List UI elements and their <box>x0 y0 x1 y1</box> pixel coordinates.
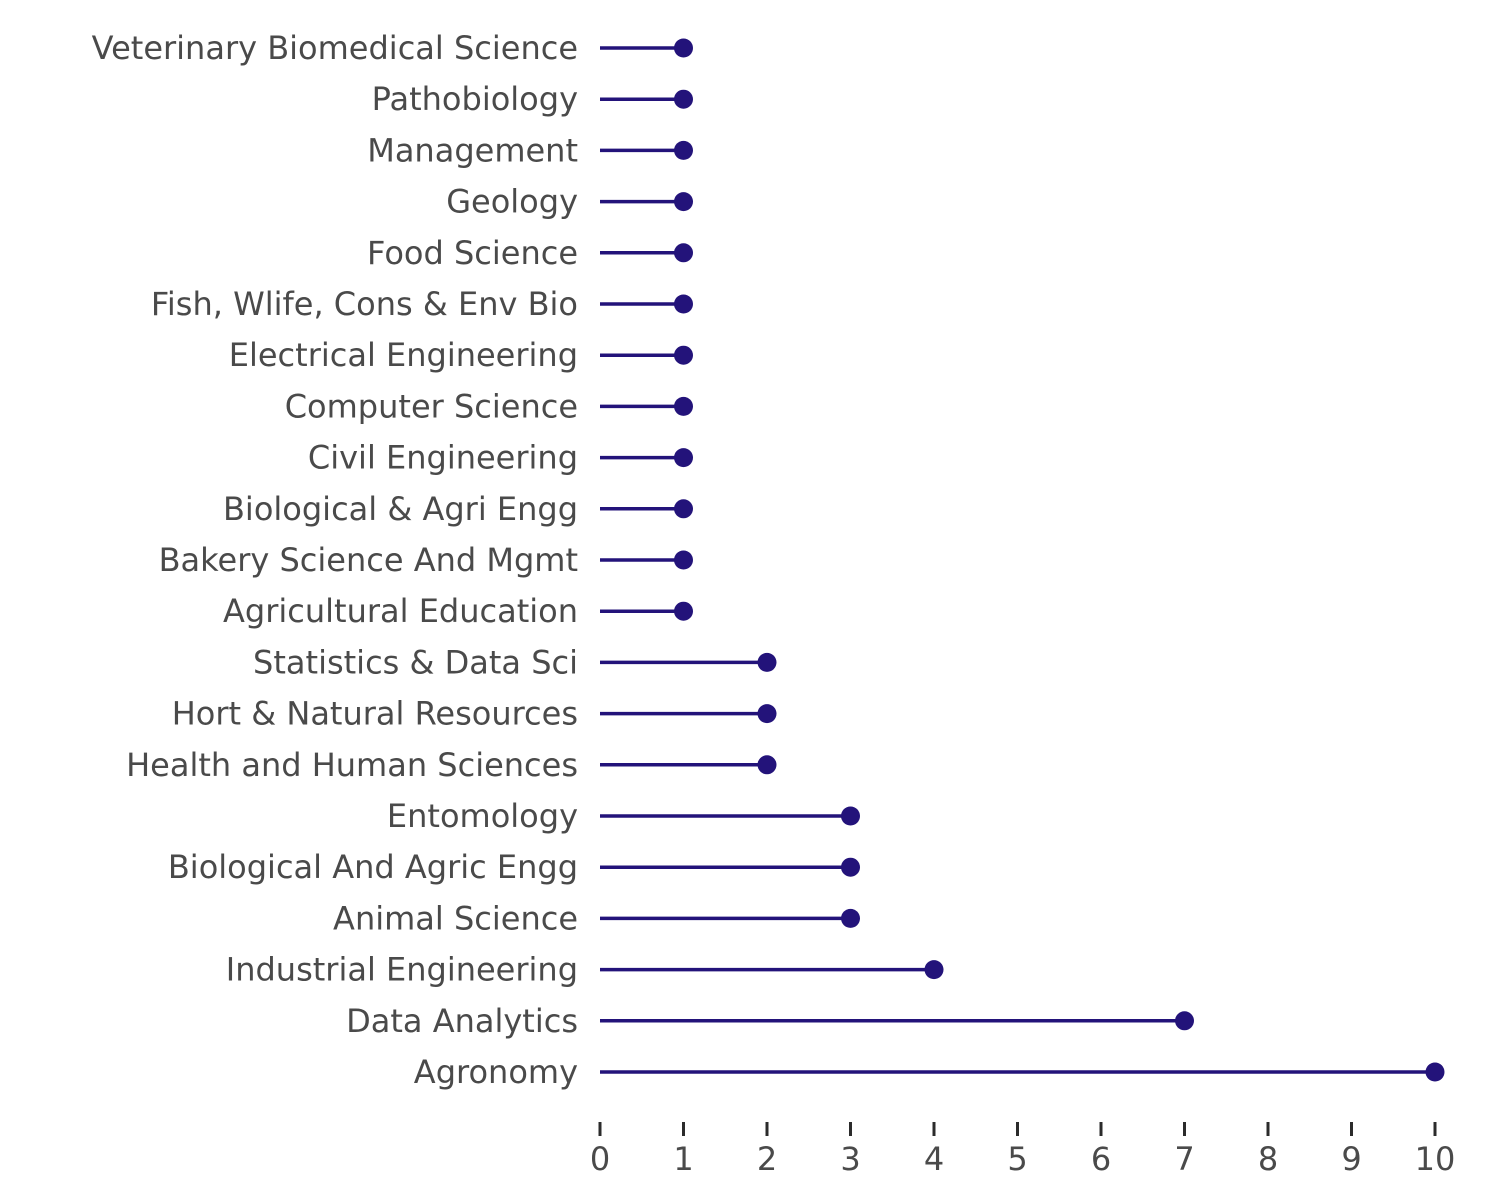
dot-fish-wlife-cons-env-bio <box>674 294 693 314</box>
dot-pathobiology <box>674 89 693 109</box>
dot-industrial-engineering <box>924 960 944 980</box>
category-label-health-and-human-sciences: Health and Human Sciences <box>126 746 578 784</box>
x-tick-label-8: 8 <box>1258 1140 1278 1178</box>
dot-hort-natural-resources <box>757 704 777 724</box>
category-label-geology: Geology <box>446 183 578 221</box>
dot-health-and-human-sciences <box>757 755 777 775</box>
category-label-biological-and-agric-engg: Biological And Agric Engg <box>168 848 578 886</box>
category-label-biological-agri-engg: Biological & Agri Engg <box>223 490 578 528</box>
category-label-animal-science: Animal Science <box>333 899 578 937</box>
category-label-fish-wlife-cons-env-bio: Fish, Wlife, Cons & Env Bio <box>151 285 578 323</box>
category-label-agricultural-education: Agricultural Education <box>223 592 578 630</box>
category-label-civil-engineering: Civil Engineering <box>308 439 578 477</box>
dot-entomology <box>841 806 860 826</box>
stems-group <box>600 46 1435 1074</box>
x-tick-label-7: 7 <box>1174 1140 1194 1178</box>
dot-agronomy <box>1425 1062 1445 1082</box>
category-label-management: Management <box>367 131 578 169</box>
x-tick-label-1: 1 <box>673 1140 693 1178</box>
dot-biological-agri-engg <box>674 499 693 519</box>
dot-management <box>674 140 693 160</box>
dot-biological-and-agric-engg <box>841 857 860 877</box>
dot-computer-science <box>674 396 693 416</box>
dots-group <box>674 38 1445 1082</box>
category-label-bakery-science-and-mgmt: Bakery Science And Mgmt <box>159 541 578 579</box>
dot-veterinary-biomedical-science <box>674 38 693 58</box>
x-tick-label-9: 9 <box>1341 1140 1361 1178</box>
x-axis-tick-labels-group: 0 1 2 3 4 5 6 7 8 9 10 <box>590 1140 1456 1178</box>
x-tick-label-2: 2 <box>757 1140 777 1178</box>
x-axis-ticks-group <box>598 1122 1437 1136</box>
category-label-industrial-engineering: Industrial Engineering <box>226 951 578 989</box>
dot-bakery-science-and-mgmt <box>674 550 693 570</box>
category-label-statistics-data-sci: Statistics & Data Sci <box>253 643 578 681</box>
category-labels-group: Veterinary Biomedical Science Pathobiolog… <box>92 29 578 1091</box>
category-label-computer-science: Computer Science <box>285 387 578 425</box>
dot-food-science <box>674 243 693 263</box>
dot-animal-science <box>841 908 860 928</box>
dot-statistics-data-sci <box>757 652 777 672</box>
dot-electrical-engineering <box>674 345 693 365</box>
category-label-data-analytics: Data Analytics <box>346 1002 578 1040</box>
dot-geology <box>674 192 693 212</box>
dot-civil-engineering <box>674 448 693 468</box>
category-label-entomology: Entomology <box>387 797 578 835</box>
dot-data-analytics <box>1175 1011 1194 1031</box>
x-tick-label-6: 6 <box>1091 1140 1111 1178</box>
category-label-electrical-engineering: Electrical Engineering <box>229 336 578 374</box>
x-tick-label-0: 0 <box>590 1140 610 1178</box>
x-tick-label-10: 10 <box>1415 1140 1456 1178</box>
x-tick-label-4: 4 <box>924 1140 944 1178</box>
x-tick-label-5: 5 <box>1007 1140 1027 1178</box>
category-label-food-science: Food Science <box>367 234 578 272</box>
category-label-pathobiology: Pathobiology <box>372 80 578 118</box>
dot-agricultural-education <box>674 601 693 621</box>
category-label-veterinary-biomedical-science: Veterinary Biomedical Science <box>92 29 578 67</box>
x-tick-label-3: 3 <box>840 1140 860 1178</box>
category-label-agronomy: Agronomy <box>414 1053 578 1091</box>
category-label-hort-natural-resources: Hort & Natural Resources <box>172 695 578 733</box>
